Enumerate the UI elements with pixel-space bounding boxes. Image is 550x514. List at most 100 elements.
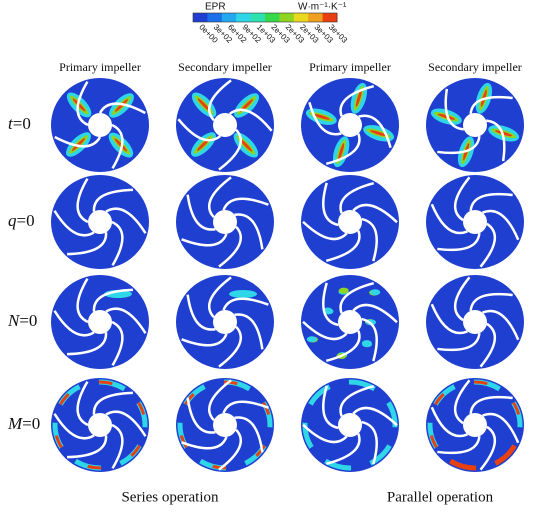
blade (302, 320, 348, 341)
contour-patch (473, 380, 488, 386)
contour-patch (505, 444, 516, 457)
hub (88, 113, 112, 137)
row-label: N=0 (7, 311, 37, 330)
blade (53, 310, 95, 337)
blade (454, 276, 471, 322)
blade (325, 230, 361, 263)
contour-patch (462, 464, 477, 470)
contour-patch (137, 401, 146, 415)
blade (361, 420, 378, 465)
group-label: Series operation (121, 489, 219, 505)
impeller (176, 175, 274, 269)
blade (208, 379, 232, 422)
colorbar-segment (221, 13, 237, 22)
blade (302, 220, 348, 241)
blade (105, 207, 147, 234)
contour-patch (71, 138, 86, 151)
row-variable: t (8, 114, 14, 133)
blade (111, 423, 124, 469)
contour-patch (130, 444, 141, 457)
blade (469, 95, 513, 115)
blade (92, 391, 133, 415)
contour-patch (114, 99, 129, 112)
blade (308, 101, 342, 136)
contour-patch (308, 384, 331, 406)
hub (338, 310, 362, 334)
colorbar-segment (265, 13, 280, 22)
hub (88, 413, 112, 437)
blade (53, 413, 95, 440)
blade (218, 225, 242, 268)
blade (430, 303, 468, 335)
blade (218, 325, 242, 368)
contour-patch (197, 98, 211, 112)
row-variable: q (8, 211, 17, 230)
contour-patch (306, 336, 317, 343)
impeller (301, 378, 399, 472)
hub (213, 413, 237, 437)
hub (338, 413, 362, 437)
blade (322, 282, 339, 327)
hub (463, 413, 487, 437)
contour-patch (386, 401, 398, 428)
blade (430, 406, 468, 438)
blade (208, 79, 232, 122)
blade (222, 197, 269, 211)
contour-patch (302, 422, 314, 449)
blade (54, 135, 102, 148)
colorbar-segment (207, 13, 223, 22)
blade (361, 317, 378, 362)
blade (76, 381, 89, 427)
colorbar-segment (293, 13, 309, 22)
blade (76, 178, 89, 224)
column-header: Primary impeller (59, 60, 141, 74)
blade (208, 176, 232, 219)
hub (213, 210, 237, 234)
impeller (176, 78, 274, 172)
blade (485, 119, 506, 162)
blade (111, 320, 124, 366)
blade (234, 416, 264, 453)
hub (213, 113, 237, 137)
row-equation: =0 (19, 311, 37, 330)
contour-patch (229, 290, 257, 298)
colorbar-frame (192, 12, 338, 23)
contour-patch (370, 289, 381, 296)
blade (302, 423, 348, 444)
blade (105, 410, 147, 437)
hub (463, 210, 487, 234)
hub (213, 310, 237, 334)
blade (186, 397, 216, 434)
blade (325, 433, 361, 466)
contour-patch (369, 444, 392, 466)
blade (454, 176, 471, 222)
blade (437, 135, 481, 155)
contour-patch (355, 89, 362, 107)
contour-patch (98, 380, 113, 386)
impeller (426, 78, 524, 172)
contour-patch (370, 130, 388, 137)
blade (325, 330, 361, 363)
blade (482, 209, 520, 241)
blade (469, 292, 513, 312)
blade (92, 188, 133, 212)
blade (479, 322, 496, 368)
impeller (51, 275, 149, 369)
impeller (301, 175, 399, 269)
contour-patch (54, 435, 63, 449)
hub (338, 210, 362, 234)
blade (76, 278, 89, 324)
impeller (426, 378, 524, 472)
row-label: t=0 (8, 114, 31, 133)
blade (469, 192, 513, 212)
blade (92, 288, 133, 312)
impeller (426, 275, 524, 369)
contour-patch (312, 113, 330, 120)
blade (98, 102, 146, 115)
blade (181, 333, 228, 347)
blade (437, 435, 481, 455)
blade (186, 294, 216, 331)
blade (437, 332, 481, 352)
group-label: Parallel operation (387, 489, 494, 505)
impeller (176, 378, 274, 472)
